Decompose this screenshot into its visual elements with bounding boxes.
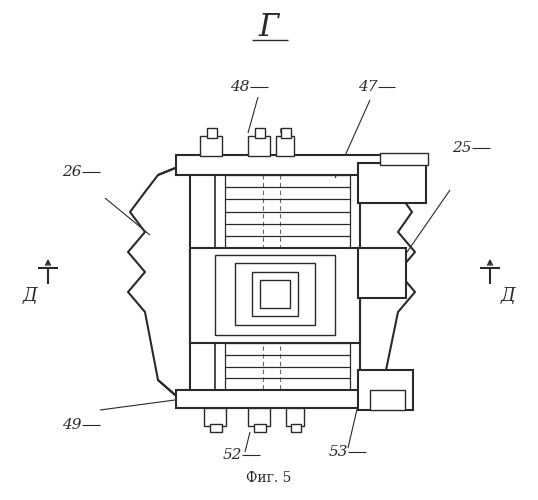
Bar	[176, 390, 401, 408]
Text: 47: 47	[358, 80, 378, 94]
Text: Д: Д	[23, 287, 37, 305]
Bar	[248, 136, 270, 156]
Bar	[235, 263, 315, 325]
Bar	[358, 248, 406, 298]
Bar	[215, 255, 335, 335]
Text: 49: 49	[62, 418, 82, 432]
Bar	[176, 155, 401, 175]
Bar	[276, 136, 294, 156]
Text: 53: 53	[328, 445, 348, 459]
Bar	[248, 408, 270, 426]
Bar	[200, 136, 222, 156]
Text: Фиг. 5: Фиг. 5	[246, 471, 292, 485]
Bar	[210, 424, 222, 432]
Bar	[291, 424, 301, 432]
Text: 26: 26	[62, 165, 82, 179]
Bar	[358, 163, 426, 203]
Bar	[358, 370, 413, 410]
Bar	[204, 408, 226, 426]
Bar	[255, 128, 265, 138]
Text: Д: Д	[501, 287, 515, 305]
Bar	[380, 153, 428, 165]
Bar	[370, 390, 405, 410]
Bar	[207, 128, 217, 138]
Bar	[260, 280, 290, 308]
Text: 52: 52	[222, 448, 242, 462]
Text: 48: 48	[230, 80, 250, 94]
Bar	[190, 248, 360, 343]
Bar	[281, 128, 291, 138]
Bar	[254, 424, 266, 432]
Text: 25: 25	[452, 141, 472, 155]
Bar	[252, 272, 298, 316]
Bar	[286, 408, 304, 426]
Text: Г: Г	[259, 12, 279, 44]
